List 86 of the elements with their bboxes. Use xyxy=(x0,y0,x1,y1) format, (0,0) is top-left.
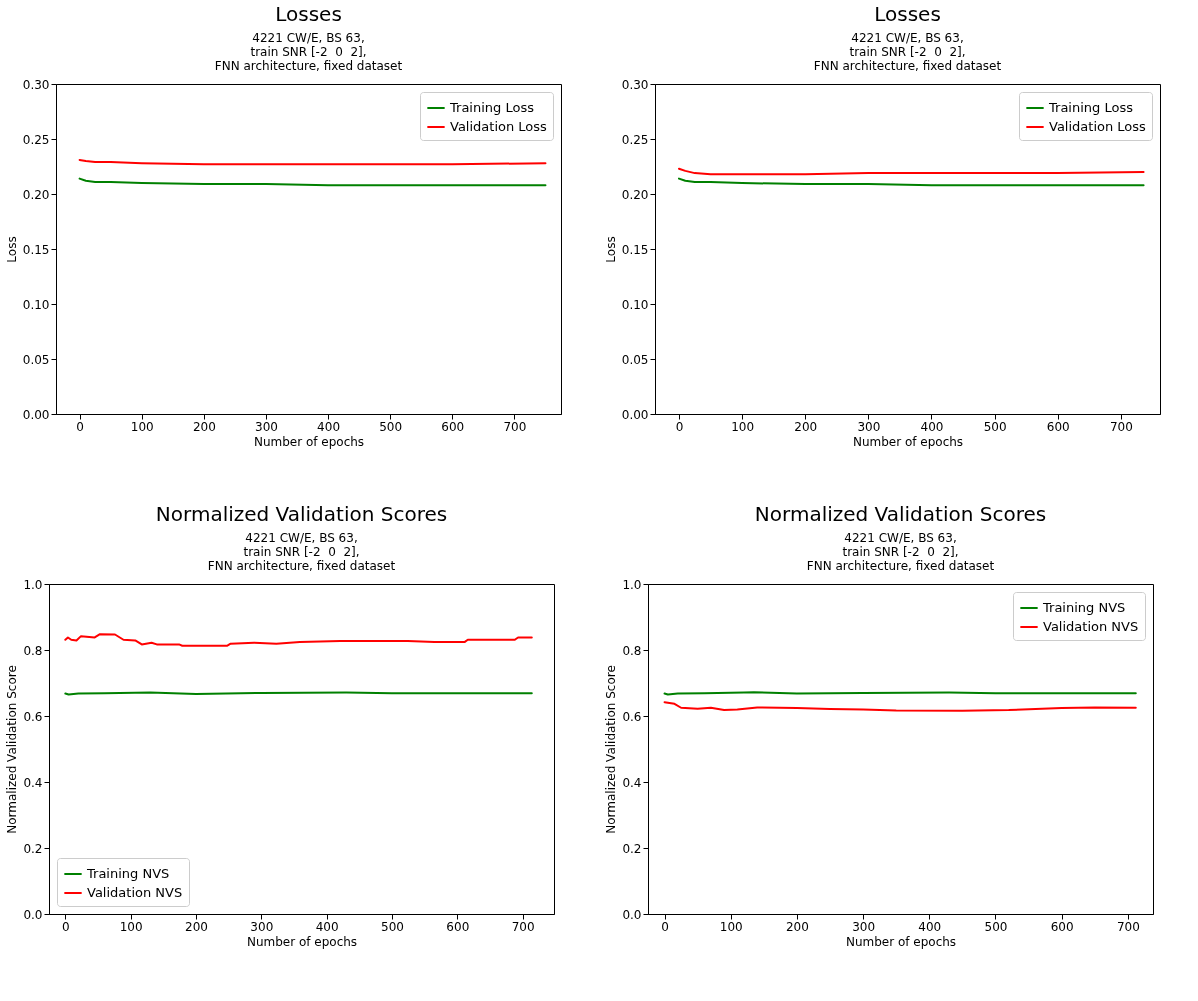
x-tick-label: 200 xyxy=(192,419,216,434)
x-tick-label: 0 xyxy=(675,419,684,434)
y-tick-label: 0.00 xyxy=(22,407,50,422)
chart-subtitle: 4221 CW/E, BS 63, train SNR [-2 0 2], FNN architecture, fixed dataset xyxy=(214,31,403,73)
y-axis-title: Normalized Validation Score xyxy=(5,665,20,834)
y-tick-label: 0.05 xyxy=(22,352,50,367)
y-tick-label: 0.30 xyxy=(621,77,649,92)
x-tick-label: 400 xyxy=(315,919,339,934)
y-tick-label: 0.0 xyxy=(622,907,642,922)
x-tick-label: 0 xyxy=(62,919,70,934)
legend-label: Training Loss xyxy=(1048,100,1134,115)
x-tick-label: 300 xyxy=(852,919,876,934)
y-tick-label: 0.2 xyxy=(622,841,642,856)
y-tick-label: 0.25 xyxy=(621,132,649,147)
x-tick-label: 100 xyxy=(130,419,154,434)
x-tick-label: 700 xyxy=(511,919,535,934)
chart-subtitle: 4221 CW/E, BS 63, train SNR [-2 0 2], FNN architecture, fixed dataset xyxy=(806,531,995,573)
chart-title: Normalized Validation Scores xyxy=(155,502,448,526)
y-tick-label: 0.00 xyxy=(621,407,649,422)
y-tick-label: 0.15 xyxy=(22,242,50,257)
x-tick-label: 400 xyxy=(918,919,942,934)
x-axis-title: Number of epochs xyxy=(852,434,964,449)
x-axis-title: Number of epochs xyxy=(246,934,358,949)
x-tick-label: 400 xyxy=(920,419,944,434)
x-tick-label: 600 xyxy=(441,419,465,434)
x-tick-label: 100 xyxy=(731,419,755,434)
x-tick-label: 100 xyxy=(119,919,143,934)
x-axis-title: Number of epochs xyxy=(253,434,365,449)
legend-label: Training NVS xyxy=(1042,600,1126,615)
x-tick-label: 300 xyxy=(255,419,278,434)
y-axis-title: Normalized Validation Score xyxy=(604,665,619,834)
x-tick-label: 200 xyxy=(794,419,818,434)
x-axis-title: Number of epochs xyxy=(845,934,957,949)
y-tick-label: 0.8 xyxy=(23,643,43,658)
x-tick-label: 600 xyxy=(1050,919,1074,934)
y-axis-title: Loss xyxy=(603,236,618,263)
line-series xyxy=(677,177,1145,187)
x-tick-label: 700 xyxy=(503,419,527,434)
x-tick-label: 200 xyxy=(785,919,809,934)
x-tick-label: 600 xyxy=(446,919,470,934)
x-tick-label: 0 xyxy=(661,919,669,934)
y-tick-label: 0.05 xyxy=(621,352,649,367)
chart-subtitle: 4221 CW/E, BS 63, train SNR [-2 0 2], FNN architecture, fixed dataset xyxy=(207,531,396,573)
legend-label: Training NVS xyxy=(86,866,170,881)
line-series xyxy=(663,701,1137,712)
y-tick-label: 1.0 xyxy=(622,577,642,592)
chart-title: Normalized Validation Scores xyxy=(754,502,1047,526)
y-axis-title: Loss xyxy=(4,236,19,263)
y-tick-label: 0.6 xyxy=(23,709,43,724)
legend-label: Validation NVS xyxy=(87,885,183,900)
y-tick-label: 0.0 xyxy=(23,907,43,922)
x-tick-label: 500 xyxy=(379,419,403,434)
y-tick-label: 0.6 xyxy=(622,709,642,724)
x-tick-label: 500 xyxy=(984,919,1008,934)
y-tick-label: 0.4 xyxy=(622,775,642,790)
chart-title: Losses xyxy=(874,2,941,26)
x-tick-label: 100 xyxy=(719,919,743,934)
y-tick-label: 0.15 xyxy=(621,242,649,257)
x-tick-label: 400 xyxy=(317,419,341,434)
y-tick-label: 0.10 xyxy=(22,297,50,312)
x-tick-label: 300 xyxy=(250,919,274,934)
y-tick-label: 0.10 xyxy=(621,297,649,312)
line-series xyxy=(64,633,533,647)
legend-label: Validation Loss xyxy=(1049,119,1147,134)
x-tick-label: 500 xyxy=(983,419,1007,434)
chart-subtitle: 4221 CW/E, BS 63, train SNR [-2 0 2], FNN architecture, fixed dataset xyxy=(813,31,1002,73)
legend-label: Validation Loss xyxy=(450,119,548,134)
y-tick-label: 0.20 xyxy=(621,187,649,202)
y-tick-label: 0.4 xyxy=(23,775,43,790)
y-tick-label: 0.2 xyxy=(23,841,43,856)
x-tick-label: 700 xyxy=(1116,919,1140,934)
x-tick-label: 600 xyxy=(1046,419,1070,434)
y-tick-label: 0.30 xyxy=(22,77,50,92)
x-tick-label: 0 xyxy=(76,419,84,434)
x-tick-label: 300 xyxy=(857,419,881,434)
chart-title: Losses xyxy=(275,2,342,26)
line-series xyxy=(78,177,547,187)
x-tick-label: 700 xyxy=(1109,419,1133,434)
y-tick-label: 0.8 xyxy=(622,643,642,658)
x-tick-label: 500 xyxy=(381,919,404,934)
legend-label: Training Loss xyxy=(449,100,535,115)
y-tick-label: 0.20 xyxy=(22,187,50,202)
x-tick-label: 200 xyxy=(185,919,208,934)
y-tick-label: 1.0 xyxy=(23,577,43,592)
y-tick-label: 0.25 xyxy=(22,132,50,147)
legend-label: Validation NVS xyxy=(1043,619,1139,634)
